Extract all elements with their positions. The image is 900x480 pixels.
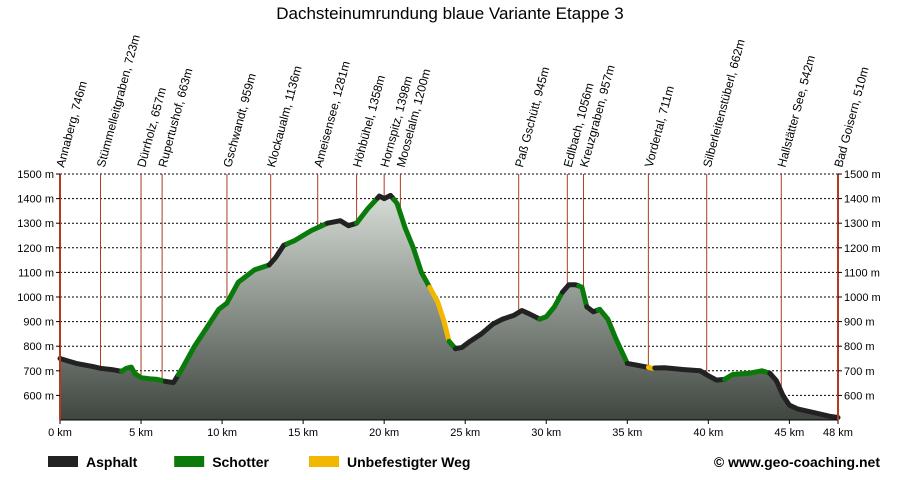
- axes: [56, 173, 842, 424]
- y-tick-label-right: 700 m: [844, 366, 875, 378]
- waypoint-label: Silberleitenstüberl, 662m: [700, 38, 748, 169]
- x-tick-label: 30 km: [531, 427, 561, 439]
- y-tick-label-left: 600 m: [23, 390, 54, 402]
- waypoint-labels: Annaberg, 746m Stümmelleitgraben, 723mDür…: [53, 33, 871, 169]
- y-tick-label-left: 800 m: [23, 341, 54, 353]
- credit-text: © www.geo-coaching.net: [714, 454, 880, 470]
- y-tick-label-right: 1000 m: [844, 292, 881, 304]
- surface-segment-12: [453, 308, 543, 352]
- waypoint-label: Gschwandt, 959m: [220, 72, 259, 169]
- legend-swatch: [309, 456, 339, 467]
- surface-segment-0: [57, 356, 125, 374]
- y-tick-label-right: 600 m: [844, 390, 875, 402]
- y-tick-label-right: 1500 m: [844, 169, 881, 181]
- waypoint-label: Bad Goisern, 510m: [831, 65, 871, 168]
- surface-segment-21: [722, 368, 773, 382]
- y-tick-label-left: 1300 m: [17, 218, 54, 230]
- x-tick-label: 10 km: [207, 427, 237, 439]
- y-tick-label-right: 1100 m: [844, 267, 880, 279]
- x-tick-label: 5 km: [129, 427, 153, 439]
- y-tick-label-right: 1400 m: [844, 194, 881, 206]
- legend-label: Schotter: [212, 454, 269, 470]
- y-tick-label-left: 1400 m: [17, 194, 54, 206]
- x-tick-label: 20 km: [369, 427, 399, 439]
- chart-title: Dachsteinumrundung blaue Variante Etappe…: [276, 4, 623, 23]
- x-tick-label: 15 km: [288, 427, 318, 439]
- waypoint-label: Paß Gschütt, 945m: [512, 65, 552, 168]
- waypoint-label: Klockaualm, 1136m: [264, 64, 305, 169]
- surface-line: [57, 192, 841, 420]
- legend: Asphalt Schotter Unbefestigter Weg: [48, 454, 470, 470]
- surface-segment-17: [595, 306, 630, 366]
- y-tick-label-right: 1200 m: [844, 243, 881, 255]
- x-tick-label: 48 km: [823, 427, 853, 439]
- legend-label: Unbefestigter Weg: [347, 454, 470, 470]
- surface-segment-20: [652, 365, 727, 383]
- y-tick-label-left: 1100 m: [18, 267, 54, 279]
- x-tick-label: 0 km: [48, 427, 72, 439]
- surface-segment-2: [162, 372, 181, 386]
- waypoint-label: Stümmelleitgraben, 723m: [94, 33, 143, 169]
- surface-segment-7: [354, 195, 381, 226]
- y-tick-label-right: 800 m: [844, 341, 875, 353]
- y-tick-label-right: 1300 m: [844, 218, 881, 230]
- surface-segment-3: [175, 262, 272, 378]
- waypoint-label: Ameisensee, 1281m: [311, 59, 353, 168]
- legend-label: Asphalt: [86, 454, 138, 470]
- surface-segment-5: [284, 220, 330, 247]
- y-tick-label-left: 1200 m: [17, 243, 54, 255]
- waypoint-label: Annaberg, 746m: [53, 79, 89, 168]
- surface-segment-22: [767, 370, 841, 420]
- y-tick-labels: 600 m 600 m 700 m 700 m 800 m 800 m 900 m 900 m…: [17, 169, 880, 402]
- elevation-area: [60, 195, 838, 420]
- surface-segment-8: [375, 192, 397, 202]
- x-tick-label: 35 km: [612, 427, 642, 439]
- y-tick-label-left: 700 m: [23, 366, 54, 378]
- elevation-area-fill: [60, 195, 838, 420]
- x-tick-label: 40 km: [693, 427, 723, 439]
- surface-segment-10: [427, 284, 452, 344]
- x-tick-label: 25 km: [450, 427, 480, 439]
- x-tick-label: 45 km: [774, 427, 804, 439]
- waypoint-label: Hallstätter See, 542m: [775, 54, 818, 169]
- surface-segment-9: [391, 197, 433, 290]
- y-tick-label-left: 900 m: [23, 317, 54, 329]
- y-tick-label-left: 1000 m: [17, 292, 54, 304]
- surface-segment-15: [576, 283, 590, 310]
- waypoint-label: Vordertal, 711m: [642, 84, 677, 169]
- waypoint-lines: [100, 174, 782, 392]
- y-tick-label-left: 1500 m: [17, 169, 54, 181]
- surface-segment-1: [119, 364, 168, 384]
- y-tick-label-right: 900 m: [844, 317, 875, 329]
- surface-segment-6: [324, 218, 360, 229]
- x-tick-labels: 0 km 5 km 10 km 15 km 20 km 25 km 30 km 35 km 40…: [48, 427, 853, 439]
- legend-swatch: [174, 456, 205, 467]
- surface-segment-13: [537, 289, 565, 322]
- legend-swatch: [48, 456, 78, 467]
